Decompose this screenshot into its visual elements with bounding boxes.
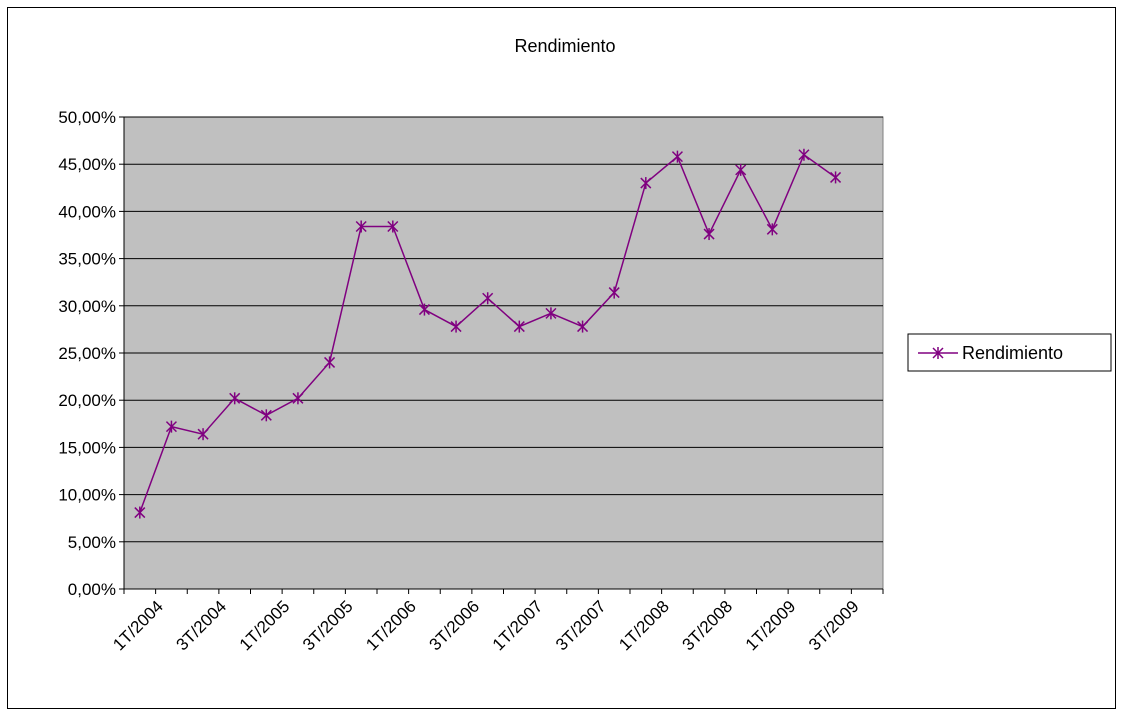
data-point [260,409,272,422]
y-tick-label: 5,00% [68,533,116,552]
x-tick-label: 3T/2005 [299,597,357,655]
y-tick-label: 45,00% [58,155,116,174]
y-tick-label: 0,00% [68,580,116,599]
y-tick-label: 50,00% [58,108,116,127]
legend: Rendimiento [907,333,1112,372]
data-point [608,286,620,299]
y-tick-label: 25,00% [58,344,116,363]
data-point [513,320,525,333]
y-tick-label: 20,00% [58,391,116,410]
data-point [387,220,399,233]
data-point [798,148,810,161]
x-tick-label: 3T/2007 [552,597,610,655]
data-point [165,420,177,433]
legend-series-label: Rendimiento [962,343,1063,363]
y-tick-label: 15,00% [58,438,116,457]
data-point [229,392,241,405]
data-point [324,356,336,369]
data-point [735,163,747,176]
data-point [703,228,715,241]
y-tick-label: 35,00% [58,250,116,269]
y-tick-label: 30,00% [58,297,116,316]
data-point [482,292,494,305]
data-point [197,428,209,441]
x-tick-label: 3T/2004 [173,597,231,655]
data-point [671,150,683,163]
x-tick-label: 3T/2009 [805,597,863,655]
x-tick-label: 1T/2004 [109,597,167,655]
x-tick-label: 3T/2006 [426,597,484,655]
x-tick-label: 3T/2008 [679,597,737,655]
x-tick-label: 1T/2009 [742,597,800,655]
data-point [830,171,842,184]
data-point [418,303,430,316]
grid-lines [124,116,883,543]
data-point [640,177,652,190]
chart-title: Rendimiento [514,36,615,56]
series-layer [134,148,842,519]
x-tick-label: 1T/2006 [362,597,420,655]
data-point [292,392,304,405]
x-tick-label: 1T/2007 [489,597,547,655]
legend-asterisk [932,347,944,359]
data-point [450,320,462,333]
data-point [577,320,589,333]
x-tick-label: 1T/2008 [615,597,673,655]
data-point [355,220,367,233]
data-point [766,223,778,236]
legend-series-marker [932,347,944,359]
x-tick-label: 1T/2005 [236,597,294,655]
data-point [134,506,146,519]
data-point [545,307,557,320]
y-tick-label: 10,00% [58,486,116,505]
y-tick-label: 40,00% [58,202,116,221]
